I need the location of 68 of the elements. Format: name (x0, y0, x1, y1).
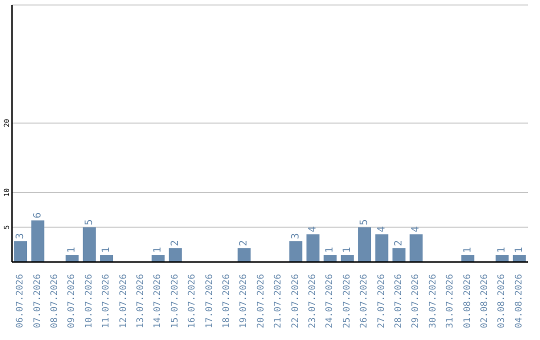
data-label: 2 (393, 240, 404, 246)
data-label: 5 (84, 219, 95, 226)
data-label: 4 (376, 226, 388, 232)
x-tick-label: 14.07.2026 (153, 274, 164, 328)
x-tick-label: 22.07.2026 (290, 274, 301, 328)
bar (496, 255, 509, 262)
bar (289, 241, 302, 262)
x-tick-label: 17.07.2026 (204, 274, 215, 328)
x-tick-label: 28.07.2026 (394, 274, 404, 328)
x-tick-label: 13.07.2026 (136, 274, 146, 328)
bar (31, 220, 44, 262)
bar (392, 248, 406, 262)
x-tick-label: 24.07.2026 (325, 274, 336, 328)
bar (100, 255, 114, 262)
x-tick-label: 29.07.2026 (411, 274, 422, 328)
bar (152, 255, 165, 262)
x-tick-label: 26.07.2026 (360, 274, 370, 328)
data-label: 1 (342, 247, 353, 254)
bar (410, 234, 423, 262)
x-tick-label: 10.07.2026 (84, 274, 94, 328)
bar (324, 255, 337, 262)
bar (512, 255, 526, 262)
data-label: 1 (462, 247, 474, 254)
x-tick-label: 30.07.2026 (428, 274, 438, 328)
data-label: 4 (307, 226, 318, 232)
data-label: 2 (170, 240, 181, 246)
x-tick-label: 03.08.2026 (497, 274, 508, 328)
data-label: 3 (290, 233, 302, 240)
x-tick-label: 19.07.2026 (239, 274, 250, 328)
x-tick-label: 07.07.2026 (32, 274, 43, 328)
bar (66, 255, 79, 262)
x-tick-label: 31.07.2026 (446, 274, 456, 328)
x-tick-label: 25.07.2026 (342, 274, 352, 328)
data-label: 1 (152, 247, 164, 254)
data-label: 1 (66, 247, 78, 254)
bar (238, 248, 251, 262)
data-label: 6 (32, 212, 44, 218)
data-label: 1 (101, 247, 112, 254)
bar (168, 248, 182, 262)
data-label: 5 (359, 219, 370, 226)
x-tick-label: 18.07.2026 (222, 274, 232, 328)
data-label: 1 (496, 247, 508, 254)
data-label: 4 (410, 226, 422, 232)
bar (14, 241, 28, 262)
bar (358, 227, 372, 262)
data-label: 1 (514, 247, 525, 254)
x-tick-label: 11.07.2026 (102, 274, 112, 328)
x-tick-label: 21.07.2026 (274, 274, 284, 328)
x-tick-label: 20.07.2026 (256, 274, 266, 328)
bar (461, 255, 474, 262)
x-tick-label: 23.07.2026 (308, 274, 318, 328)
x-tick-label: 15.07.2026 (170, 274, 180, 328)
data-label: 3 (15, 233, 26, 240)
x-tick-label: 09.07.2026 (67, 274, 78, 328)
x-tick-label: 01.08.2026 (462, 274, 473, 328)
x-tick-label: 04.08.2026 (514, 274, 524, 328)
x-tick-label: 12.07.2026 (118, 274, 129, 328)
data-label: 1 (324, 247, 336, 254)
x-tick-label: 16.07.2026 (188, 274, 198, 328)
bar (82, 227, 96, 262)
bar (340, 255, 354, 262)
bar (375, 234, 388, 262)
data-label: 2 (238, 240, 250, 246)
x-tick-label: 27.07.2026 (376, 274, 387, 328)
x-tick-label: 08.07.2026 (50, 274, 60, 328)
x-tick-label: 06.07.2026 (16, 274, 26, 328)
x-tick-label: 02.08.2026 (480, 274, 490, 328)
bar (306, 234, 320, 262)
